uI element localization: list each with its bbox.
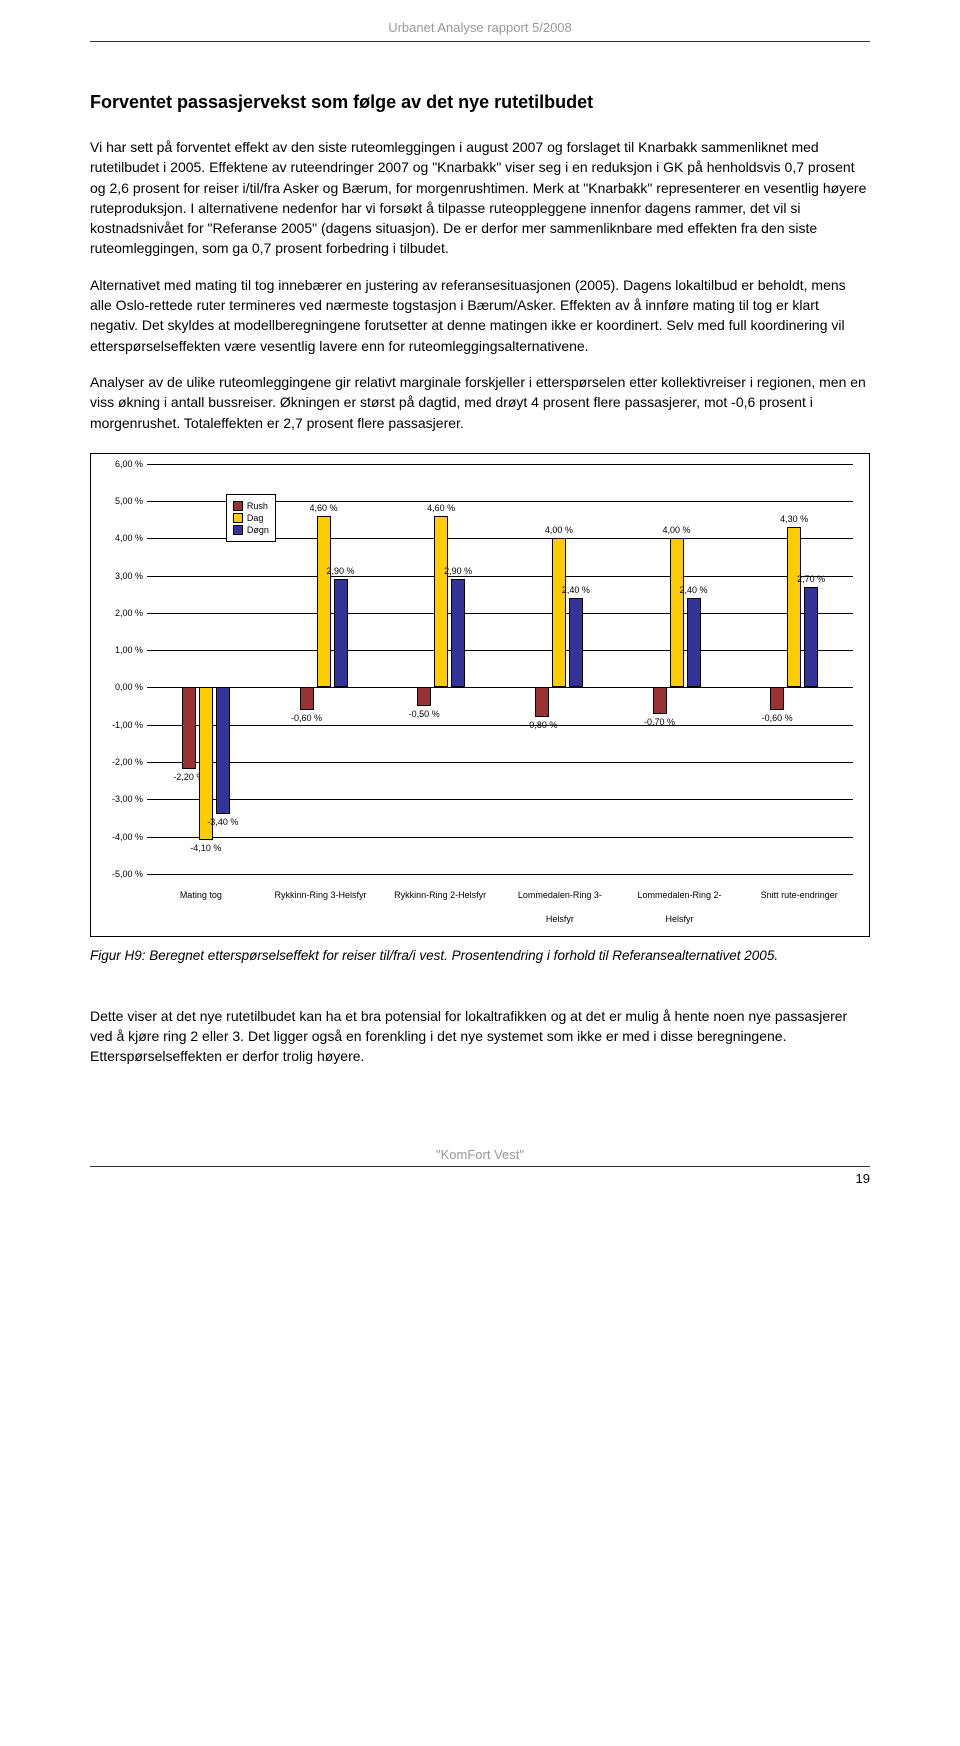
chart-bar-label: 2,40 % bbox=[562, 585, 590, 595]
chart-x-label: Lommedalen-Ring 3- Helsfyr bbox=[500, 890, 620, 924]
chart-bar-label: -0,60 % bbox=[291, 713, 322, 723]
chart-gridline bbox=[147, 613, 853, 614]
chart-ytick-label: -2,00 % bbox=[112, 757, 147, 767]
chart-x-label: Snitt rute-endringer bbox=[739, 890, 859, 924]
chart-bar: 4,00 % bbox=[552, 538, 566, 687]
chart-legend-label: Rush bbox=[247, 501, 268, 511]
footer-project-title: "KomFort Vest" bbox=[90, 1147, 870, 1162]
chart-gridline bbox=[147, 576, 853, 577]
page: Urbanet Analyse rapport 5/2008 Forventet… bbox=[0, 0, 960, 1216]
chart-x-labels: Mating tog Rykkinn-Ring 3-HelsfyrRykkinn-… bbox=[141, 890, 859, 924]
chart-bar-label: 4,00 % bbox=[545, 525, 573, 535]
chart-x-label: Rykkinn-Ring 3-Helsfyr bbox=[261, 890, 381, 924]
chart-ytick-label: 0,00 % bbox=[115, 682, 147, 692]
chart-legend-item: Døgn bbox=[233, 525, 269, 535]
chart-ytick-label: -4,00 % bbox=[112, 832, 147, 842]
chart-bar: 4,60 % bbox=[317, 516, 331, 687]
chart-x-label-line1: Snitt rute-endringer bbox=[741, 890, 857, 900]
chart-bar: 2,40 % bbox=[569, 598, 583, 687]
chart-bar-label: -0,50 % bbox=[409, 709, 440, 719]
chart-x-label-line1: Rykkinn-Ring 2-Helsfyr bbox=[382, 890, 498, 900]
chart-legend-swatch bbox=[233, 501, 243, 511]
chart-bar: 4,60 % bbox=[434, 516, 448, 687]
chart-bar: -3,40 % bbox=[216, 687, 230, 814]
chart-bar-label: -0,80 % bbox=[526, 720, 557, 730]
chart-gridline bbox=[147, 650, 853, 651]
chart-bar-label: -0,60 % bbox=[762, 713, 793, 723]
chart-legend-label: Døgn bbox=[247, 525, 269, 535]
chart-ytick-label: 2,00 % bbox=[115, 608, 147, 618]
chart-legend-swatch bbox=[233, 513, 243, 523]
chart-legend: Rush Dag Døgn bbox=[226, 494, 276, 542]
chart-bar: -0,50 % bbox=[417, 687, 431, 706]
chart-bar: 2,90 % bbox=[334, 579, 348, 687]
chart-bar-label: -3,40 % bbox=[207, 817, 238, 827]
chart-plot-area: -5,00 %-4,00 %-3,00 %-2,00 %-1,00 %0,00 … bbox=[147, 464, 853, 874]
chart-container: -5,00 % -4,00 % -3,00 % -2,00 % -1,00 % 0,00 … bbox=[90, 453, 870, 937]
chart-x-label-line1: Rykkinn-Ring 3-Helsfyr bbox=[263, 890, 379, 900]
chart-x-label: Lommedalen-Ring 2- Helsfyr bbox=[620, 890, 740, 924]
chart-bar: -2,20 % bbox=[182, 687, 196, 769]
chart-x-label-line1: Lommedalen-Ring 3- bbox=[502, 890, 618, 900]
chart-gridline bbox=[147, 464, 853, 465]
body-text: Vi har sett på forventet effekt av den s… bbox=[90, 137, 870, 433]
footer-rule bbox=[90, 1166, 870, 1167]
chart-legend-item: Rush bbox=[233, 501, 269, 511]
chart-bar-label: 2,40 % bbox=[679, 585, 707, 595]
chart-gridline bbox=[147, 799, 853, 800]
chart-ytick-label: -1,00 % bbox=[112, 720, 147, 730]
footer: "KomFort Vest" 19 bbox=[90, 1147, 870, 1186]
chart-gridline bbox=[147, 837, 853, 838]
chart-legend-item: Dag bbox=[233, 513, 269, 523]
chart-ytick-label: 1,00 % bbox=[115, 645, 147, 655]
paragraph-2: Alternativet med mating til tog innebære… bbox=[90, 275, 870, 356]
chart-ytick-label: 5,00 % bbox=[115, 496, 147, 506]
header-rule bbox=[90, 41, 870, 42]
chart-ytick-label: -5,00 % bbox=[112, 869, 147, 879]
chart-x-label: Rykkinn-Ring 2-Helsfyr bbox=[380, 890, 500, 924]
chart-bar-label: 4,30 % bbox=[780, 514, 808, 524]
chart-bar-label: 2,90 % bbox=[444, 566, 472, 576]
chart-bar: 2,90 % bbox=[451, 579, 465, 687]
closing-paragraph: Dette viser at det nye rutetilbudet kan … bbox=[90, 1006, 870, 1067]
chart-bar: -0,60 % bbox=[770, 687, 784, 709]
chart-ytick-label: 4,00 % bbox=[115, 533, 147, 543]
chart-bar: 2,40 % bbox=[687, 598, 701, 687]
chart-bar-label: 4,00 % bbox=[662, 525, 690, 535]
chart-x-label: Mating tog bbox=[141, 890, 261, 924]
closing-text: Dette viser at det nye rutetilbudet kan … bbox=[90, 1006, 870, 1067]
chart-bar: 4,00 % bbox=[670, 538, 684, 687]
chart-legend-swatch bbox=[233, 525, 243, 535]
chart-ytick-label: -3,00 % bbox=[112, 794, 147, 804]
chart-bar: -0,80 % bbox=[535, 687, 549, 717]
chart-bar: 4,30 % bbox=[787, 527, 801, 687]
chart-bar-label: -4,10 % bbox=[190, 843, 221, 853]
chart-gridline bbox=[147, 725, 853, 726]
chart-legend-label: Dag bbox=[247, 513, 264, 523]
chart-bar-label: 2,70 % bbox=[797, 574, 825, 584]
header-report-title: Urbanet Analyse rapport 5/2008 bbox=[90, 20, 870, 35]
chart-x-label-line1: Mating tog bbox=[143, 890, 259, 900]
chart-x-label-line2: Helsfyr bbox=[502, 914, 618, 924]
chart-x-label-line2: Helsfyr bbox=[622, 914, 738, 924]
figure-caption: Figur H9: Beregnet etterspørselseffekt f… bbox=[90, 947, 870, 966]
chart-bar-label: -0,70 % bbox=[644, 717, 675, 727]
chart-bar: 2,70 % bbox=[804, 587, 818, 688]
chart-bar-label: 4,60 % bbox=[427, 503, 455, 513]
page-number: 19 bbox=[90, 1171, 870, 1186]
chart-gridline bbox=[147, 874, 853, 875]
paragraph-1: Vi har sett på forventet effekt av den s… bbox=[90, 137, 870, 259]
paragraph-3: Analyser av de ulike ruteomleggingene gi… bbox=[90, 372, 870, 433]
chart-ytick-label: 3,00 % bbox=[115, 571, 147, 581]
section-heading: Forventet passasjervekst som følge av de… bbox=[90, 92, 870, 113]
chart-bar: -0,70 % bbox=[653, 687, 667, 713]
chart-bar-label: 2,90 % bbox=[326, 566, 354, 576]
chart-x-label-line1: Lommedalen-Ring 2- bbox=[622, 890, 738, 900]
chart-gridline bbox=[147, 762, 853, 763]
chart-bar: -0,60 % bbox=[300, 687, 314, 709]
chart-gridline bbox=[147, 687, 853, 688]
chart-bar-label: 4,60 % bbox=[309, 503, 337, 513]
chart-ytick-label: 6,00 % bbox=[115, 459, 147, 469]
